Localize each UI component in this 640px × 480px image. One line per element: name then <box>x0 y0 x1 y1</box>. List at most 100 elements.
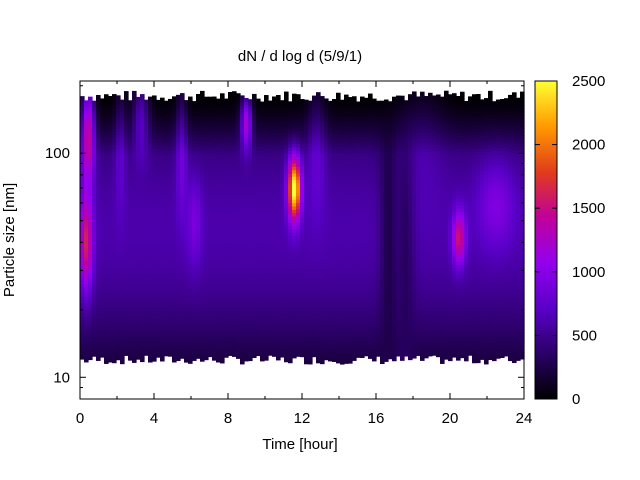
heatmap-cell <box>320 209 325 214</box>
heatmap-cell <box>104 262 109 267</box>
heatmap-cell <box>164 110 169 115</box>
heatmap-cell <box>108 228 113 233</box>
heatmap-cell <box>312 245 317 250</box>
heatmap-cell <box>80 286 85 291</box>
heatmap-cell <box>220 177 225 182</box>
heatmap-cell <box>240 306 245 311</box>
heatmap-cell <box>320 320 325 325</box>
heatmap-cell <box>244 166 249 171</box>
heatmap-cell <box>280 244 285 249</box>
heatmap-cell <box>324 101 329 106</box>
heatmap-cell <box>260 247 265 252</box>
heatmap-cell <box>128 314 133 319</box>
heatmap-cell <box>268 250 273 254</box>
heatmap-cell <box>232 319 237 324</box>
heatmap-cell <box>272 242 277 247</box>
heatmap-cell <box>304 231 309 236</box>
heatmap-cell <box>224 337 229 342</box>
heatmap-cell <box>240 226 245 231</box>
heatmap-cell <box>204 185 209 190</box>
heatmap-cell <box>304 198 309 203</box>
heatmap-cell <box>292 156 297 161</box>
heatmap-cell <box>116 329 121 334</box>
heatmap-cell <box>276 141 281 146</box>
heatmap-cell <box>112 345 117 350</box>
heatmap-cell <box>212 178 217 183</box>
heatmap-cell <box>260 354 265 359</box>
heatmap-cell <box>160 268 165 273</box>
heatmap-cell <box>316 355 321 360</box>
heatmap-cell <box>232 170 237 175</box>
heatmap-cell <box>224 328 229 332</box>
heatmap-cell <box>232 217 237 222</box>
heatmap-cell <box>208 151 213 156</box>
heatmap-cell <box>88 175 93 180</box>
heatmap-cell <box>92 253 97 258</box>
heatmap-cell <box>300 108 305 113</box>
heatmap-cell <box>172 225 177 230</box>
heatmap-cell <box>120 271 125 276</box>
heatmap-cell <box>140 167 145 172</box>
heatmap-cell <box>128 226 133 231</box>
heatmap-cell <box>160 337 165 342</box>
heatmap-cell <box>148 288 153 293</box>
heatmap-cell <box>200 327 205 332</box>
heatmap-cell <box>164 285 169 290</box>
heatmap-cell <box>88 339 93 344</box>
heatmap-cell <box>176 294 181 298</box>
heatmap-cell <box>200 344 205 349</box>
heatmap-cell <box>192 127 197 131</box>
heatmap-cell <box>108 189 113 193</box>
heatmap-cell <box>124 183 129 188</box>
heatmap-cell <box>140 170 145 175</box>
heatmap-cell <box>276 177 281 182</box>
heatmap-cell <box>228 213 233 218</box>
heatmap-cell <box>224 150 229 155</box>
heatmap-cell <box>172 232 177 237</box>
heatmap-cell <box>148 116 153 121</box>
heatmap-cell <box>220 221 225 226</box>
heatmap-cell <box>240 216 245 221</box>
heatmap-cell <box>320 193 325 197</box>
heatmap-cell <box>248 298 253 303</box>
heatmap-cell <box>148 312 153 317</box>
heatmap-cell <box>284 300 289 305</box>
heatmap-cell <box>132 287 137 292</box>
heatmap-cell <box>176 147 181 152</box>
heatmap-cell <box>212 155 217 160</box>
heatmap-cell <box>136 155 141 160</box>
heatmap-cell <box>84 358 89 363</box>
heatmap-cell <box>248 242 253 247</box>
heatmap-cell <box>284 179 289 184</box>
heatmap-cell <box>132 321 137 326</box>
heatmap-cell <box>292 351 297 356</box>
heatmap-cell <box>176 290 181 295</box>
heatmap-cell <box>172 106 177 111</box>
heatmap-cell <box>260 344 265 349</box>
heatmap-cell <box>204 316 209 321</box>
heatmap-cell <box>84 172 89 177</box>
heatmap-cell <box>256 233 261 238</box>
heatmap-cell <box>160 357 165 362</box>
heatmap-cell <box>232 213 237 218</box>
heatmap-cell <box>216 240 221 245</box>
heatmap-cell <box>188 239 193 244</box>
heatmap-cell <box>208 226 213 231</box>
heatmap-cell <box>252 166 257 171</box>
heatmap-cell <box>164 272 169 277</box>
heatmap-cell <box>320 316 325 321</box>
heatmap-cell <box>300 324 305 329</box>
heatmap-cell <box>320 196 325 201</box>
heatmap-cell <box>204 277 209 282</box>
heatmap-cell <box>204 205 209 210</box>
heatmap-cell <box>136 175 141 180</box>
heatmap-cell <box>176 260 181 265</box>
heatmap-cell <box>168 169 173 174</box>
heatmap-cell <box>228 190 233 195</box>
heatmap-cell <box>268 208 273 213</box>
heatmap-cell <box>108 235 113 240</box>
heatmap-cell <box>92 298 97 303</box>
heatmap-cell <box>252 123 257 128</box>
heatmap-cell <box>288 137 293 142</box>
heatmap-cell <box>108 255 113 260</box>
